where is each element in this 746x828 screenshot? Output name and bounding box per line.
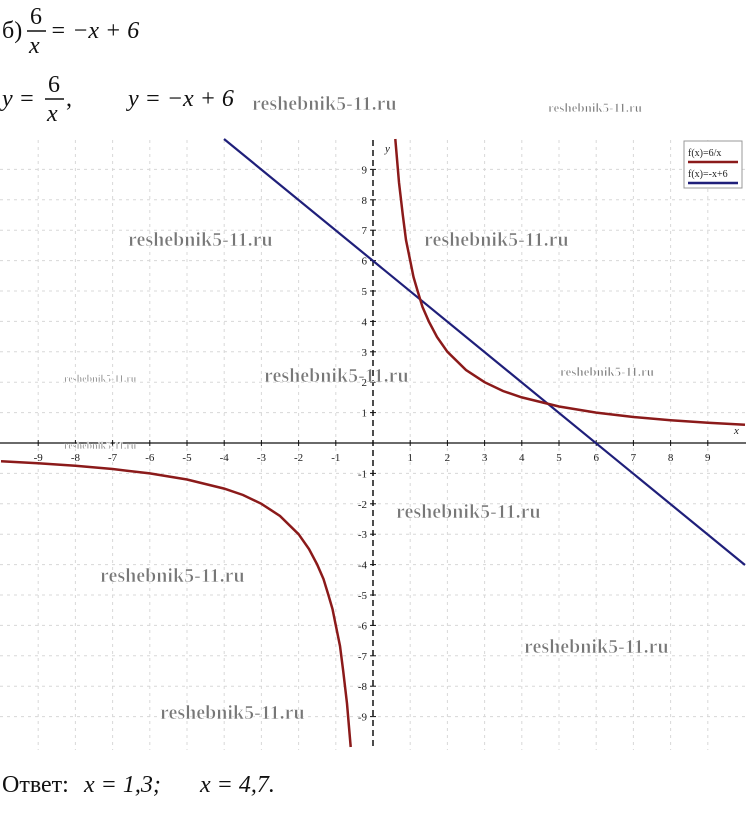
hyperbola-branch: [0, 459, 352, 748]
equation-rhs: = −x + 6: [50, 18, 139, 44]
watermarks: reshebnik5-11.ru reshebnik5-11.ru resheb…: [64, 93, 669, 725]
x-tick-label: 5: [556, 452, 562, 464]
x-tick-label: -1: [331, 452, 340, 464]
functions: y = 6 x , y = −x + 6: [0, 72, 234, 127]
y-tick-label: 3: [362, 347, 368, 359]
y-tick-label: 2: [362, 377, 368, 389]
x-tick-label: 1: [407, 452, 413, 464]
x-tick-label: 3: [482, 452, 488, 464]
f1-lhs: y =: [0, 86, 35, 112]
x-tick-label: 7: [631, 452, 637, 464]
f1-den: x: [46, 101, 58, 127]
y-tick-label: -9: [358, 712, 368, 724]
y-tick-label: 1: [362, 408, 368, 420]
watermark: reshebnik5-11.ru: [424, 229, 569, 251]
watermark: reshebnik5-11.ru: [64, 374, 137, 385]
y-tick-label: 5: [362, 286, 368, 298]
fraction-num: 6: [30, 4, 42, 30]
legend-label: f(x)=6/x: [688, 148, 721, 159]
y-tick-label: -6: [358, 620, 368, 632]
y-tick-label: -3: [358, 529, 368, 541]
y-tick-label: 4: [362, 316, 368, 328]
x-tick-label: -4: [220, 452, 230, 464]
y-tick-label: -1: [358, 468, 367, 480]
y-tick-label: 9: [362, 164, 368, 176]
watermark: reshebnik5-11.ru: [128, 229, 273, 251]
y-tick-label: -2: [358, 499, 367, 511]
y-tick-label: -4: [358, 560, 368, 572]
legend-box: [683, 140, 743, 189]
watermark: reshebnik5-11.ru: [100, 565, 245, 587]
x-tick-label: 9: [705, 452, 711, 464]
x-tick-label: -8: [71, 452, 81, 464]
watermark: reshebnik5-11.ru: [396, 501, 541, 523]
hyperbola-branch: [394, 138, 746, 427]
line-curve: [223, 138, 746, 566]
watermark: reshebnik5-11.ru: [264, 365, 409, 387]
problem: б) 6 x = −x + 6: [2, 4, 139, 59]
y-tick-label: -8: [358, 681, 368, 693]
x-tick-label: -5: [182, 452, 192, 464]
problem-label: б): [2, 18, 22, 44]
watermark: reshebnik5-11.ru: [160, 702, 305, 724]
legend: f(x)=6/x f(x)=-x+6: [683, 140, 743, 189]
watermark: reshebnik5-11.ru: [252, 93, 397, 115]
y-tick-label: 6: [362, 256, 368, 268]
x-tick-label: -2: [294, 452, 303, 464]
watermark: reshebnik5-11.ru: [64, 441, 137, 452]
x-tick-label: -6: [145, 452, 155, 464]
y-tick-label: 7: [362, 225, 368, 237]
fraction-den: x: [28, 33, 40, 59]
x-tick-label: 8: [668, 452, 674, 464]
x-tick-label: 2: [445, 452, 451, 464]
y-tick-label: 8: [362, 195, 368, 207]
f2: y = −x + 6: [126, 86, 234, 112]
watermark: reshebnik5-11.ru: [548, 100, 642, 115]
x-tick-label: -3: [257, 452, 267, 464]
x-axis-label: x: [733, 425, 739, 437]
answer: Ответ: x = 1,3; x = 4,7.: [2, 772, 275, 798]
f1-sep: ,: [66, 86, 72, 112]
f1-num: 6: [48, 72, 60, 98]
legend-label: f(x)=-x+6: [688, 169, 728, 180]
answer-solution: x = 1,3;: [83, 772, 161, 798]
watermark: reshebnik5-11.ru: [560, 364, 654, 379]
watermark: reshebnik5-11.ru: [524, 636, 669, 658]
answer-label: Ответ:: [2, 772, 69, 798]
x-tick-label: 4: [519, 452, 525, 464]
y-axis-label: y: [384, 143, 390, 155]
ticks: -9 -8 -7 -6 -5 -4 -3 -2 -1 1 2 3 4 5 6 7 8 9 9 8 7 6 5 4 3 2 1 -1 -2…: [34, 164, 711, 723]
x-tick-label: -7: [108, 452, 118, 464]
y-tick-label: -5: [358, 590, 368, 602]
x-tick-label: -9: [34, 452, 44, 464]
answer-solution: x = 4,7.: [199, 772, 275, 798]
x-tick-label: 6: [593, 452, 599, 464]
y-tick-label: -7: [358, 651, 368, 663]
